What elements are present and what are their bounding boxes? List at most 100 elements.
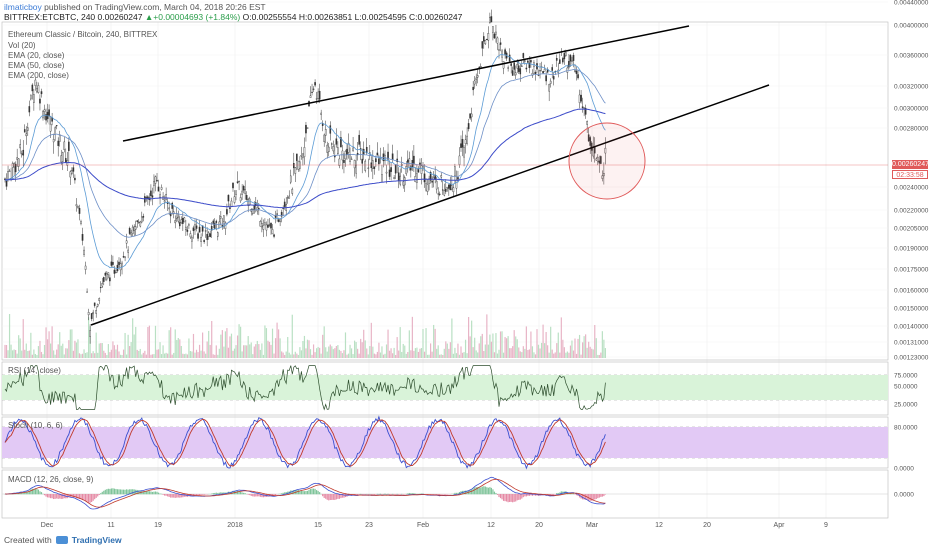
macd-hist-bar (116, 489, 119, 495)
candle-body (87, 312, 90, 316)
tradingview-brand[interactable]: TradingView (71, 535, 122, 545)
macd-hist-bar (399, 494, 401, 495)
volume-bar (401, 351, 403, 358)
candle-body (452, 187, 455, 193)
macd-hist-bar (244, 493, 246, 495)
volume-bar (156, 349, 158, 358)
candle-body (81, 234, 84, 241)
volume-bar (258, 344, 260, 358)
rsi-label[interactable]: RSI (14, close) (8, 366, 61, 375)
macd-hist-bar (274, 494, 277, 496)
candle-body (435, 180, 438, 190)
x-tick-label: 9 (824, 522, 828, 529)
candle-body (575, 70, 578, 74)
candle-body (131, 226, 134, 235)
macd-hist-bar (553, 494, 555, 496)
candle-body (349, 154, 351, 162)
candle-body (530, 60, 532, 63)
candle-body (431, 180, 433, 183)
upper-trendline[interactable] (122, 25, 690, 142)
macd-hist-bar (129, 489, 131, 495)
volume-bar (282, 352, 284, 358)
candle-body (169, 212, 172, 217)
legend-ema20[interactable]: EMA (20, close) (8, 51, 65, 60)
stoch-label[interactable]: Stoch (10, 6, 6) (8, 421, 63, 430)
macd-hist-bar (106, 489, 108, 495)
x-axis: Dec 11 19 2018 15 23 Feb 12 20 Mar 12 20 Apr 9 (41, 522, 828, 529)
candle-body (291, 188, 294, 194)
volume-bar (522, 346, 524, 358)
macd-hist-bar (168, 494, 170, 497)
macd-hist-bar (439, 494, 441, 496)
ema20-line (4, 53, 606, 269)
macd-hist-bar (200, 494, 202, 496)
candle-body (370, 162, 373, 169)
candle-body (399, 175, 402, 185)
candle-body (590, 142, 593, 151)
macd-hist-bar (86, 494, 88, 502)
candle-body (502, 61, 505, 69)
macd-hist-bar (62, 494, 64, 499)
macd-label[interactable]: MACD (12, 26, close, 9) (8, 475, 94, 484)
volume-bar (77, 339, 79, 358)
macd-hist-bar (203, 494, 205, 495)
volume-bar (472, 347, 474, 358)
candle-body (306, 127, 309, 129)
author-link[interactable]: ilmaticboy (4, 2, 42, 12)
candle-body (271, 229, 274, 235)
volume-bar (265, 328, 268, 358)
macd-hist-bar (262, 494, 264, 498)
volume-bar (446, 343, 448, 358)
candle-body (144, 196, 146, 203)
rsi-band (2, 375, 888, 400)
volume-bar (428, 354, 430, 358)
candle-body (327, 146, 330, 153)
volume-bar (594, 324, 596, 358)
volume-bar (352, 354, 354, 358)
volume-bar (350, 348, 353, 358)
volume-bar (518, 347, 520, 358)
volume-bar (34, 353, 36, 358)
candle-body (25, 133, 28, 137)
volume-bar (536, 329, 538, 358)
candle-body (496, 37, 499, 44)
volume-bar (176, 339, 178, 358)
candle-body (443, 190, 446, 196)
legend-vol[interactable]: Vol (20) (8, 41, 36, 50)
volume-bar (109, 352, 111, 358)
macd-hist-bar (501, 494, 503, 500)
volume-bar (329, 344, 331, 358)
macd-hist-bar (420, 493, 423, 495)
volume-bar (249, 344, 251, 358)
macd-hist-bar (344, 494, 347, 498)
y-tick-label: 0.00131000 (894, 340, 929, 347)
macd-hist-bar (604, 494, 606, 495)
volume-bar (381, 346, 383, 358)
volume-bar (347, 353, 350, 358)
candle-body (283, 201, 286, 207)
volume-bar (223, 346, 225, 358)
volume-bar (147, 327, 149, 358)
candle-body (537, 74, 540, 76)
candle-body (262, 225, 265, 230)
volume-bar (498, 349, 500, 358)
volume-bar (544, 343, 546, 358)
candle-body (597, 156, 599, 163)
macd-hist-bar (521, 494, 523, 499)
macd-hist-bar (148, 491, 150, 495)
macd-hist-bar (591, 494, 593, 501)
macd-hist-bar (411, 493, 413, 495)
volume-bar (235, 345, 237, 358)
legend-ema200[interactable]: EMA (200, close) (8, 71, 69, 80)
legend-ema50[interactable]: EMA (50, close) (8, 61, 65, 70)
macd-hist-bar (51, 494, 53, 499)
candle-body (68, 141, 70, 151)
macd-hist-bar (585, 494, 587, 500)
macd-hist-bar (220, 492, 222, 495)
highlight-circle[interactable] (568, 122, 646, 200)
lower-trendline[interactable] (90, 84, 770, 326)
macd-hist-bar (484, 486, 486, 495)
macd-hist-bar (509, 494, 511, 502)
volume-bar (366, 348, 368, 358)
volume-bar (300, 350, 302, 358)
